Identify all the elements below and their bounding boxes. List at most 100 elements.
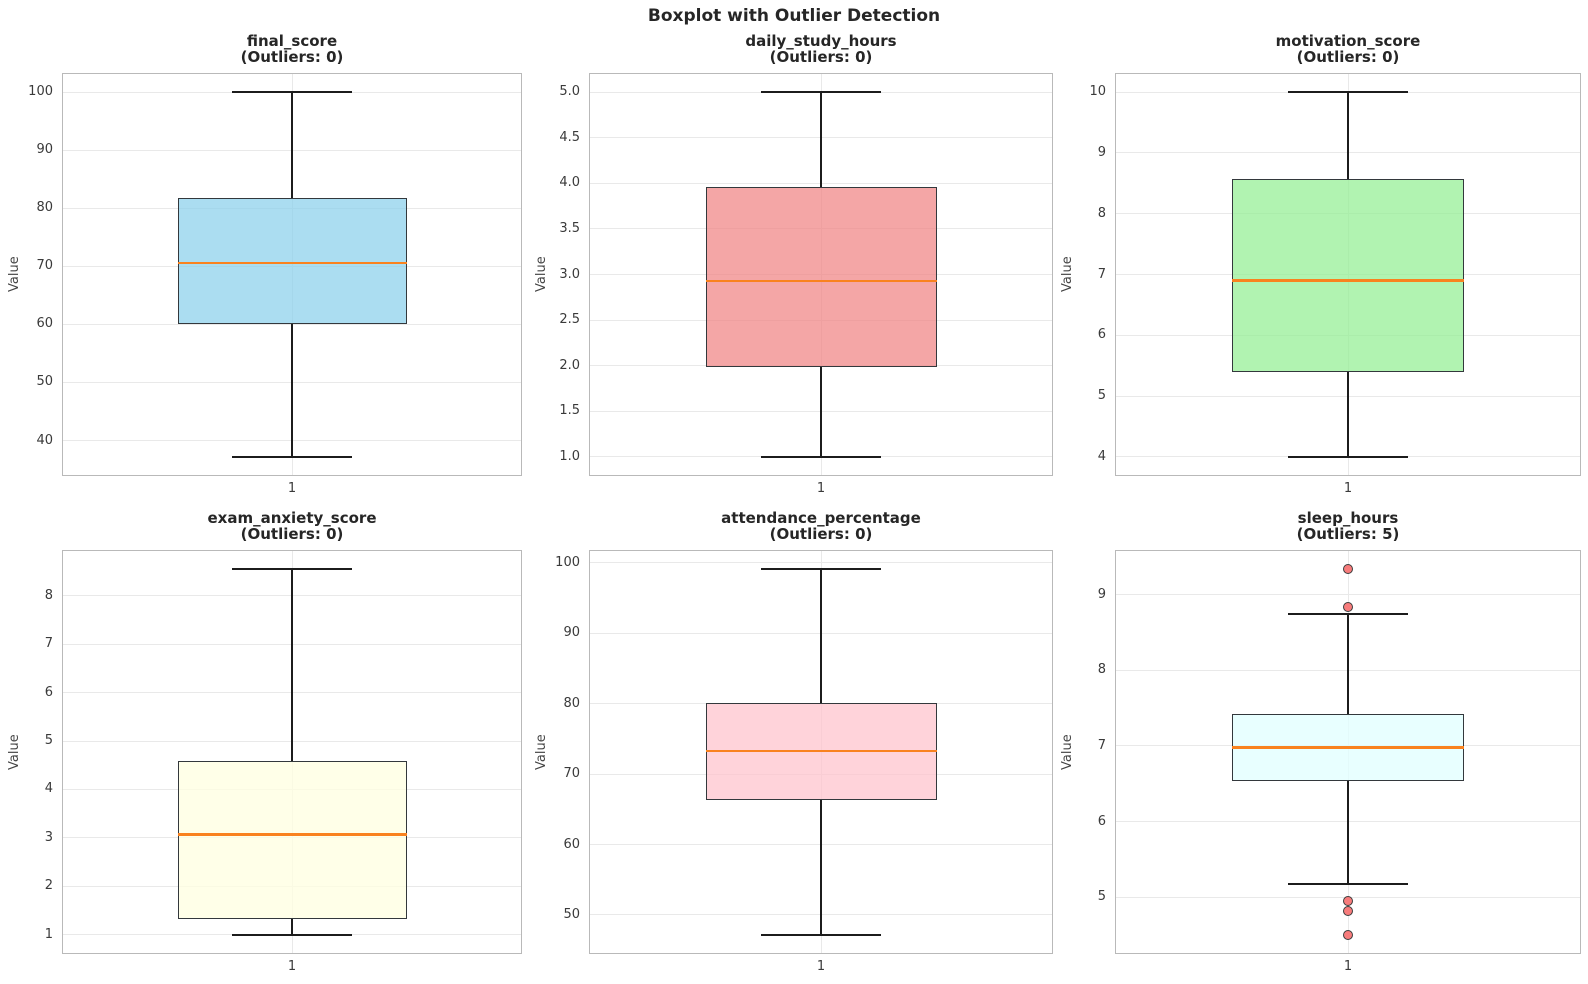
y-tick-label: 90: [563, 625, 580, 641]
y-tick-label: 4.5: [559, 129, 580, 145]
whisker-upper: [1347, 92, 1349, 180]
y-axis-label: Value: [7, 256, 22, 293]
y-axis-label: Value: [1060, 256, 1075, 293]
subplot-title-name: daily_study_hours: [745, 32, 897, 50]
whisker-cap-lower: [760, 455, 882, 458]
y-tick-label: 9: [1097, 144, 1106, 160]
subplot-title-outlier-count: (Outliers: 0): [1296, 48, 1400, 66]
y-tick-label: 5.0: [559, 84, 580, 100]
y-tick-label: 60: [563, 836, 580, 852]
x-tick-label: 1: [287, 481, 297, 496]
subplot-title: motivation_score (Outliers: 0): [1086, 33, 1588, 65]
x-tick-label: 1: [816, 481, 826, 496]
y-tick-label: 1: [44, 926, 53, 942]
subplot-title-name: motivation_score: [1275, 32, 1421, 50]
y-tick-label: 6: [44, 684, 53, 700]
x-tick-label: 1: [816, 959, 826, 974]
subplot-title: sleep_hours (Outliers: 5): [1086, 510, 1588, 542]
figure-title: Boxplot with Outlier Detection: [647, 6, 941, 26]
y-tick-label: 9: [1097, 586, 1106, 602]
subplot-title-name: final_score: [246, 32, 338, 50]
y-tick-label: 100: [28, 84, 53, 100]
y-tick-label: 50: [563, 906, 580, 922]
whisker-cap-lower: [232, 455, 352, 458]
y-tick-label: 10: [1089, 84, 1106, 100]
whisker-lower: [291, 323, 293, 457]
whisker-cap-lower: [760, 933, 882, 936]
whisker-upper: [820, 92, 822, 187]
y-tick-label: 5: [1097, 388, 1106, 403]
y-axis-label: Value: [1060, 734, 1075, 770]
whisker-upper: [291, 569, 293, 762]
subplot-daily_study_hours: 5.0 4.5 4.0 3.5 3.0 2.5 2.0 1.5 1.0 daily_study_h…: [534, 33, 1053, 496]
subplot-title-name: exam_anxiety_score: [207, 509, 377, 527]
whisker-cap-lower: [232, 933, 352, 936]
y-tick-label: 8: [1097, 662, 1106, 678]
y-tick-label: 3.0: [559, 266, 580, 282]
subplot-title-name: attendance_percentage: [721, 509, 921, 527]
y-tick-label: 70: [563, 766, 580, 782]
y-tick-label: 7: [1097, 266, 1106, 282]
iqr-box: [1232, 179, 1464, 372]
median-line: [705, 279, 937, 282]
y-tick-label: 4.0: [559, 175, 580, 191]
x-tick-label: 1: [1343, 959, 1353, 974]
y-tick-label: 2.0: [559, 357, 580, 373]
median-line: [1232, 279, 1464, 282]
subplot-title: daily_study_hours (Outliers: 0): [560, 33, 1082, 65]
whisker-cap-lower: [1287, 455, 1409, 458]
subplot-title-outlier-count: (Outliers: 0): [240, 48, 344, 66]
y-tick-label: 8: [1097, 205, 1106, 221]
whisker-cap-upper: [760, 568, 882, 571]
y-tick-label: 3: [44, 829, 53, 845]
subplot-title-outlier-count: (Outliers: 0): [769, 48, 873, 66]
y-tick-label: 90: [36, 142, 53, 158]
y-tick-label: 2.5: [559, 312, 580, 328]
outlier-point: [1343, 564, 1353, 575]
y-tick-label: 6: [1097, 813, 1106, 829]
subplot-title-outlier-count: (Outliers: 5): [1296, 525, 1400, 543]
y-tick-label: 7: [1097, 737, 1106, 753]
whisker-lower: [291, 918, 293, 935]
y-axis-label: Value: [7, 734, 22, 770]
x-tick-label: 1: [1343, 481, 1353, 496]
subplot-motivation_score: 10 9 8 7 6 5 4 motivation_score (Outliers: 0) Val…: [1060, 33, 1581, 496]
y-tick-label: 5: [44, 733, 53, 749]
subplot-sleep_hours: 9 8 7 6 5 sleep_hours (Outliers: 5) Value 1: [1060, 510, 1581, 974]
outlier-point: [1343, 905, 1353, 916]
y-tick-label: 80: [563, 695, 580, 711]
subplot-title-outlier-count: (Outliers: 0): [240, 525, 344, 543]
outlier-point: [1343, 929, 1353, 940]
y-tick-label: 60: [36, 316, 53, 332]
y-tick-label: 3.5: [559, 220, 580, 236]
y-tick-label: 100: [555, 554, 580, 570]
median-line: [1232, 746, 1464, 749]
outlier-point: [1343, 895, 1353, 906]
x-tick-label: 1: [287, 959, 297, 974]
y-tick-label: 2: [44, 878, 53, 894]
y-tick-label: 80: [36, 200, 53, 216]
whisker-cap-upper: [232, 568, 352, 571]
y-tick-label: 7: [44, 636, 53, 652]
median-line: [177, 833, 407, 836]
median-line: [705, 749, 937, 753]
whisker-lower: [1347, 781, 1349, 885]
whisker-cap-lower: [1287, 883, 1409, 886]
y-tick-label: 4: [1097, 448, 1106, 464]
subplot-title-outlier-count: (Outliers: 0): [769, 525, 873, 543]
iqr-box: [177, 197, 407, 324]
subplot-title: final_score (Outliers: 0): [33, 33, 551, 65]
y-tick-label: 1.0: [559, 448, 580, 464]
y-tick-label: 8: [44, 587, 53, 603]
outlier-point: [1343, 601, 1353, 612]
y-tick-label: 40: [36, 432, 53, 448]
iqr-box: [177, 761, 407, 919]
whisker-upper: [1347, 613, 1349, 715]
iqr-box: [705, 187, 937, 368]
whisker-cap-upper: [760, 91, 882, 94]
subplot-final_score: 100 90 80 70 60 50 40 final_score (Outliers: 0) V…: [7, 33, 522, 496]
whisker-lower: [820, 800, 822, 935]
whisker-cap-upper: [1287, 612, 1409, 615]
y-tick-label: 6: [1097, 327, 1106, 343]
